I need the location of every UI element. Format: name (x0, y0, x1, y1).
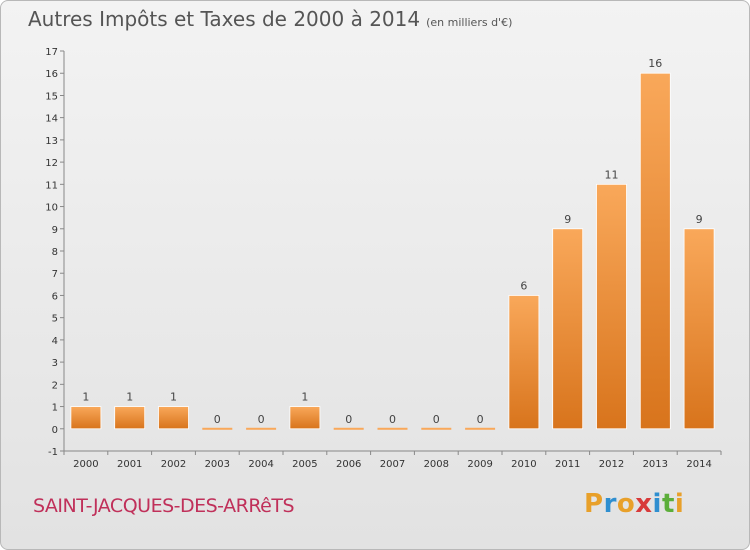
logo-letter: r (603, 489, 617, 519)
bar (333, 427, 364, 430)
x-tick-label: 2012 (599, 459, 624, 470)
x-tick-label: 2013 (643, 459, 668, 470)
y-tick-label: 10 (45, 203, 58, 214)
y-tick-label: 9 (52, 225, 58, 236)
y-tick-label: 14 (45, 114, 58, 125)
x-tick-label: 2000 (73, 459, 98, 470)
y-tick-label: 13 (45, 136, 58, 147)
y-tick-label: 11 (45, 180, 58, 191)
data-label: 1 (170, 391, 177, 404)
data-label: 0 (345, 413, 352, 426)
logo-letter: o (616, 489, 636, 519)
y-tick-label: -1 (48, 447, 58, 458)
x-tick-label: 2003 (205, 459, 230, 470)
data-label: 6 (520, 279, 527, 292)
bar (246, 427, 277, 430)
y-tick-label: 2 (52, 380, 58, 391)
title-main: Autres Impôts et Taxes de 2000 à 2014 (28, 7, 421, 31)
y-tick-label: 12 (45, 158, 58, 169)
y-tick-label: 3 (52, 358, 58, 369)
x-tick-label: 2008 (424, 459, 449, 470)
bar (114, 406, 146, 430)
x-tick-label: 2004 (248, 459, 273, 470)
bar (289, 406, 321, 430)
y-tick-label: 6 (52, 291, 58, 302)
x-tick-label: 2010 (511, 459, 536, 470)
data-label: 16 (648, 57, 662, 70)
y-tick-label: 17 (45, 47, 58, 58)
bar (421, 427, 452, 430)
x-tick-label: 2001 (117, 459, 142, 470)
data-label: 9 (564, 213, 571, 226)
data-label: 1 (82, 391, 89, 404)
y-tick-label: 1 (52, 403, 58, 414)
x-tick-label: 2002 (161, 459, 186, 470)
data-label: 0 (214, 413, 221, 426)
logo-letter: i (674, 489, 685, 519)
data-label: 9 (696, 213, 703, 226)
x-tick-label: 2005 (292, 459, 317, 470)
logo-letter: P (584, 489, 604, 519)
logo-letter: x (635, 489, 653, 519)
data-label: 1 (126, 391, 133, 404)
bar (683, 228, 715, 430)
proxiti-logo[interactable]: Proxiti (584, 489, 684, 519)
x-tick-label: 2007 (380, 459, 405, 470)
data-label: 0 (433, 413, 440, 426)
y-tick-label: 15 (45, 91, 58, 102)
bar (552, 228, 584, 430)
chart-title: Autres Impôts et Taxes de 2000 à 2014 (en… (28, 7, 512, 31)
data-label: 11 (605, 168, 619, 181)
x-tick-label: 2014 (686, 459, 711, 470)
x-tick-label: 2011 (555, 459, 580, 470)
bar (508, 295, 540, 430)
title-unit: (en milliers d'€) (426, 16, 513, 29)
bar (202, 427, 233, 430)
x-tick-label: 2006 (336, 459, 361, 470)
bar (70, 406, 102, 430)
data-label: 1 (301, 391, 308, 404)
commune-name: SAINT-JACQUES-DES-ARRêTS (33, 495, 295, 517)
y-tick-label: 8 (52, 247, 58, 258)
y-tick-label: 4 (52, 336, 58, 347)
data-label: 0 (389, 413, 396, 426)
bar (465, 427, 496, 430)
bar (639, 72, 671, 430)
data-label: 0 (477, 413, 484, 426)
bar (158, 406, 189, 430)
logo-letter: t (661, 489, 675, 519)
y-tick-label: 5 (52, 314, 58, 325)
y-tick-label: 0 (52, 425, 58, 436)
x-tick-label: 2009 (467, 459, 492, 470)
bar (377, 427, 408, 430)
y-tick-label: 7 (52, 269, 58, 280)
data-label: 0 (258, 413, 265, 426)
logo-letter: i (652, 489, 662, 519)
y-tick-label: 16 (45, 69, 58, 80)
bar (596, 183, 627, 430)
